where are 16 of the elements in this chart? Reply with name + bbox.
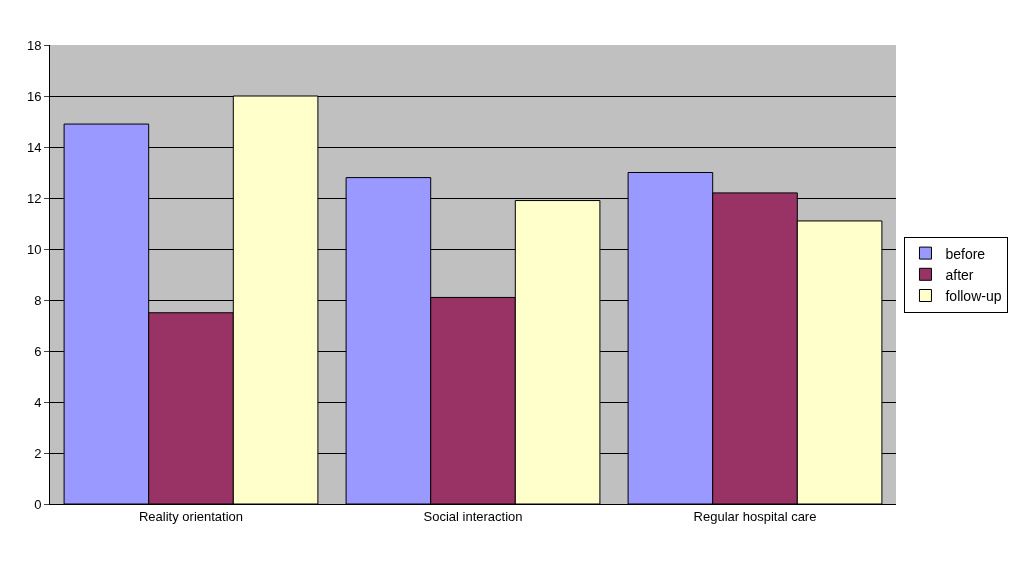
y-tick-label: 4	[34, 394, 42, 410]
y-tick-label: 16	[26, 88, 42, 104]
y-tick-label: 10	[26, 241, 42, 257]
y-tick-label: 2	[34, 445, 42, 461]
y-tick-label: 18	[26, 37, 42, 53]
legend-label: follow-up	[945, 287, 1002, 304]
y-tick-label: 12	[26, 190, 42, 206]
x-tick-label: Regular hospital care	[693, 508, 817, 524]
y-tick-label: 6	[34, 343, 42, 359]
legend-label: after	[945, 266, 974, 283]
y-tick-label: 0	[34, 496, 42, 512]
x-tick-label: Reality orientation	[138, 508, 244, 524]
legend-label: before	[945, 245, 986, 262]
y-tick-label: 8	[34, 292, 42, 308]
x-tick-label: Social interaction	[423, 508, 523, 524]
y-tick-label: 14	[26, 139, 42, 155]
